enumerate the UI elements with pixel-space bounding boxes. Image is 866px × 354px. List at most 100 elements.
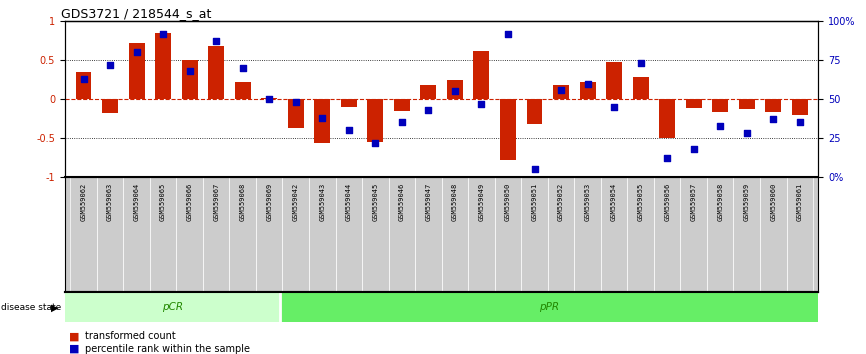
Point (130, 50, 144, 55)
Bar (177, 177, 203, 292)
Bar (70, 177, 97, 292)
Point (766, 116, 780, 122)
Bar (734, 177, 760, 292)
Point (793, 120, 807, 125)
Text: GSM559062: GSM559062 (81, 183, 87, 221)
Bar (314, 99, 330, 143)
Text: GSM559060: GSM559060 (770, 183, 776, 221)
Bar (420, 85, 436, 99)
Text: GDS3721 / 218544_s_at: GDS3721 / 218544_s_at (61, 7, 211, 20)
Point (687, 146, 701, 152)
Point (76, 76, 90, 82)
Bar (766, 99, 781, 112)
Text: GSM559058: GSM559058 (717, 183, 723, 221)
Bar (707, 177, 734, 292)
Point (660, 155, 674, 161)
Bar (447, 80, 463, 99)
Bar (521, 177, 548, 292)
Point (554, 87, 568, 93)
Point (422, 107, 436, 113)
Bar (288, 99, 304, 128)
Point (289, 99, 303, 105)
Text: ■: ■ (69, 331, 80, 341)
Text: GSM559042: GSM559042 (293, 183, 299, 221)
Bar (97, 177, 123, 292)
Bar (686, 99, 701, 108)
Text: GSM559046: GSM559046 (399, 183, 405, 221)
Bar (494, 177, 521, 292)
Bar (548, 177, 574, 292)
Bar (627, 177, 654, 292)
Bar (579, 82, 596, 99)
Text: GSM559065: GSM559065 (160, 183, 166, 221)
Bar (75, 72, 92, 99)
Point (342, 127, 356, 133)
Bar (235, 82, 250, 99)
Text: GSM559057: GSM559057 (691, 183, 696, 221)
Text: GSM559055: GSM559055 (637, 183, 643, 221)
Point (210, 39, 223, 44)
Point (607, 104, 621, 110)
Point (475, 101, 488, 107)
Bar (367, 99, 384, 142)
Bar (182, 60, 197, 99)
Text: GSM559044: GSM559044 (346, 183, 352, 221)
Bar (469, 177, 494, 292)
Bar (442, 177, 469, 292)
Bar (102, 99, 118, 113)
Bar (786, 177, 813, 292)
Text: GSM559049: GSM559049 (478, 183, 484, 221)
Text: GSM559059: GSM559059 (744, 183, 750, 221)
Text: GSM559066: GSM559066 (187, 183, 192, 221)
Text: percentile rank within the sample: percentile rank within the sample (85, 344, 250, 354)
Bar (654, 177, 681, 292)
Bar (574, 177, 601, 292)
Bar (633, 77, 649, 99)
Text: GSM559043: GSM559043 (320, 183, 326, 221)
Bar (208, 46, 224, 99)
Bar (123, 177, 150, 292)
Point (395, 120, 409, 125)
Text: GSM559048: GSM559048 (452, 183, 458, 221)
Text: GSM559067: GSM559067 (213, 183, 219, 221)
Point (183, 68, 197, 74)
Point (368, 140, 382, 145)
Bar (760, 177, 786, 292)
Bar (203, 177, 229, 292)
Bar (229, 177, 256, 292)
Bar (681, 177, 707, 292)
Bar (65, 292, 281, 322)
Text: disease state: disease state (1, 303, 61, 312)
Text: GSM559064: GSM559064 (133, 183, 139, 221)
Point (236, 65, 249, 71)
Bar (129, 43, 145, 99)
Text: ▶: ▶ (51, 302, 59, 312)
Point (634, 61, 648, 66)
Bar (601, 177, 627, 292)
Bar (415, 177, 442, 292)
Bar (500, 99, 516, 160)
Point (714, 123, 727, 129)
Text: GSM559045: GSM559045 (372, 183, 378, 221)
Text: GSM559053: GSM559053 (585, 183, 591, 221)
Text: GSM559052: GSM559052 (558, 183, 564, 221)
Text: GSM559068: GSM559068 (240, 183, 246, 221)
Bar (309, 177, 335, 292)
Text: GSM559061: GSM559061 (797, 183, 803, 221)
Bar (362, 177, 389, 292)
Point (448, 88, 462, 94)
Point (501, 31, 515, 36)
Text: pPR: pPR (540, 302, 559, 312)
Bar (335, 177, 362, 292)
Bar (553, 85, 569, 99)
Bar (150, 177, 177, 292)
Bar (282, 177, 309, 292)
Point (262, 96, 276, 102)
Bar (474, 51, 489, 99)
Bar (527, 99, 542, 124)
Text: GSM559069: GSM559069 (266, 183, 272, 221)
Bar (712, 99, 728, 112)
Bar (792, 99, 808, 115)
Text: GSM559063: GSM559063 (107, 183, 113, 221)
Bar (659, 99, 675, 138)
